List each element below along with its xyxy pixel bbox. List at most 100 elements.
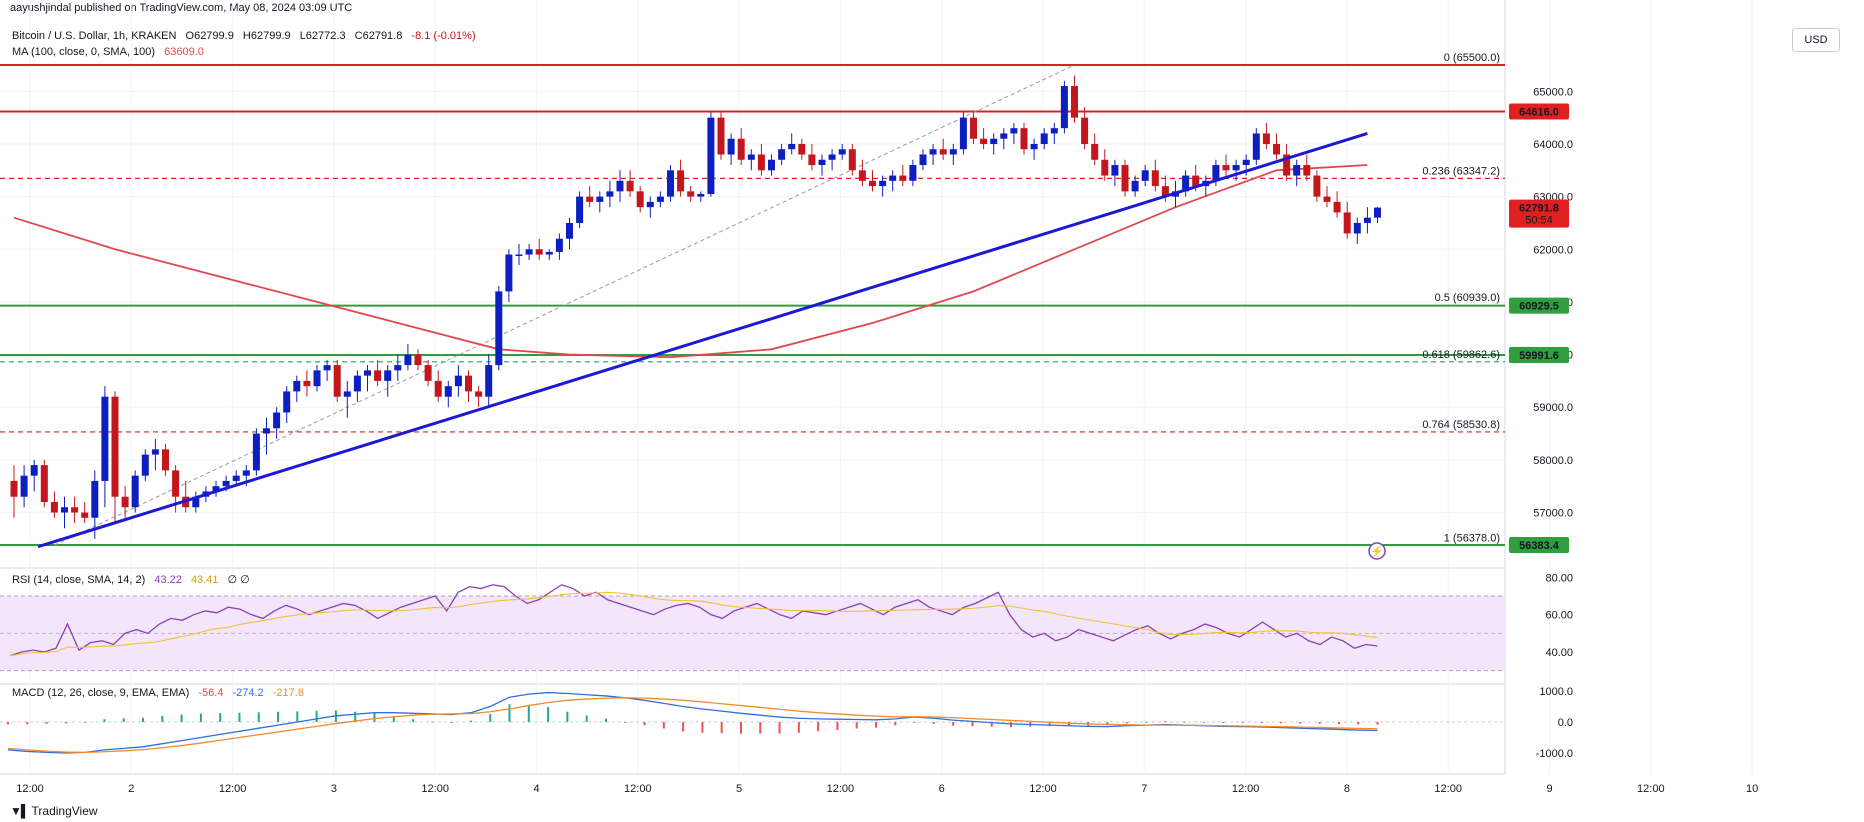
candle	[959, 112, 967, 155]
candle-body	[697, 193, 705, 197]
candle-body	[40, 465, 48, 502]
candle-body	[1242, 159, 1250, 166]
candle	[1111, 159, 1119, 187]
candle	[1101, 149, 1109, 181]
candle	[838, 143, 846, 160]
candle	[303, 370, 311, 397]
candle-body	[1161, 186, 1169, 197]
candle-body	[50, 501, 58, 513]
macd-histogram-bar	[508, 704, 511, 722]
candle-body	[1091, 143, 1099, 160]
footer-brand[interactable]: ▼▌ TradingView	[10, 804, 98, 818]
time-tick-label: 3	[331, 783, 337, 795]
candle-body	[596, 196, 604, 202]
candle-body	[424, 365, 432, 381]
candle-body	[343, 391, 351, 397]
candle	[1252, 128, 1260, 166]
candle	[1131, 175, 1139, 197]
level-badge: 60929.5	[1519, 301, 1559, 313]
candle	[1303, 154, 1311, 181]
candle-body	[525, 249, 533, 255]
time-tick-label: 12:00	[1029, 783, 1057, 795]
candle-body	[677, 170, 685, 192]
fib-level-label: 0.764 (58530.8)	[1422, 419, 1500, 431]
candle	[707, 112, 715, 197]
candle-body	[869, 180, 876, 187]
candle-body	[374, 370, 382, 381]
macd-histogram-bar	[1241, 722, 1244, 723]
candle	[364, 365, 371, 392]
time-tick-label: 10	[1746, 783, 1758, 795]
macd-histogram-bar	[952, 722, 955, 726]
ma-value: 63609.0	[164, 46, 204, 58]
macd-histogram-bar	[142, 717, 145, 722]
macd-hist-value: -56.4	[198, 687, 224, 699]
candle	[162, 444, 169, 476]
candle	[1121, 159, 1129, 197]
candle-body	[1182, 175, 1190, 192]
candle-body	[798, 143, 806, 155]
rsi-pane: 40.00 60.00 80.00	[0, 572, 1573, 672]
candle	[909, 159, 917, 187]
candle-body	[1060, 86, 1068, 129]
candle-body	[879, 180, 887, 187]
candle	[283, 386, 291, 424]
candle-body	[636, 191, 644, 208]
candle-body	[899, 175, 907, 181]
candle	[465, 370, 472, 402]
candle-body	[485, 365, 493, 397]
time-tick-label: 5	[736, 783, 742, 795]
candle	[454, 365, 462, 397]
candle-body	[1030, 143, 1038, 150]
macd-histogram-bar	[797, 722, 800, 733]
price-tick-label: 59000.0	[1533, 402, 1573, 414]
macd-histogram-bar	[103, 719, 106, 722]
candle-body	[495, 291, 503, 366]
candle	[10, 465, 18, 518]
candle-body	[1343, 212, 1351, 234]
candle-body	[1333, 201, 1341, 213]
candle	[111, 391, 119, 524]
time-tick-label: 12:00	[624, 783, 652, 795]
currency-button[interactable]: USD	[1792, 28, 1840, 52]
macd-histogram-bar	[1183, 721, 1186, 723]
macd-legend[interactable]: MACD (12, 26, close, 9, EMA, EMA) -56.4 …	[12, 687, 310, 699]
candle	[1323, 186, 1331, 208]
macd-histogram-bar	[1125, 722, 1128, 724]
horizontal-levels	[0, 64, 1505, 546]
candle	[20, 465, 28, 508]
candle-body	[263, 428, 270, 434]
candle	[1222, 154, 1230, 176]
candle-body	[1232, 165, 1240, 171]
symbol-title: Bitcoin / U.S. Dollar, 1h, KRAKEN	[12, 30, 177, 42]
rsi-legend[interactable]: RSI (14, close, SMA, 14, 2) 43.22 43.41 …	[12, 573, 256, 586]
macd-histogram-bar	[1048, 722, 1051, 727]
fibonacci-levels: 0 (65500.0) 0.236 (63347.2) 0.5 (60939.0) 0…	[0, 52, 1505, 546]
macd-histogram-bar	[1164, 721, 1167, 722]
macd-histogram-bar	[45, 722, 48, 724]
candle	[717, 112, 725, 160]
price-tick-label: 64000.0	[1533, 139, 1573, 151]
ma-legend[interactable]: MA (100, close, 0, SMA, 100) 63609.0	[12, 46, 210, 58]
candle-body	[990, 138, 998, 144]
candle-body	[394, 365, 402, 371]
candle-body	[192, 496, 200, 508]
candle-body	[131, 475, 139, 508]
candle	[858, 159, 866, 187]
time-tick-label: 12:00	[16, 783, 44, 795]
macd-histogram-bar	[412, 719, 415, 722]
candle-body	[687, 191, 695, 197]
macd-label: MACD (12, 26, close, 9, EMA, EMA)	[12, 687, 190, 699]
candle-body	[1040, 133, 1048, 144]
macd-histogram-bar	[450, 722, 453, 723]
candle-body	[535, 249, 543, 255]
candle-body	[1121, 165, 1129, 192]
candle	[293, 375, 301, 402]
candle-body	[757, 154, 765, 171]
candle-body	[828, 154, 836, 160]
candle-body	[232, 475, 240, 481]
macd-histogram-bar	[527, 704, 530, 722]
candle-body	[61, 507, 68, 513]
candle	[778, 143, 786, 166]
